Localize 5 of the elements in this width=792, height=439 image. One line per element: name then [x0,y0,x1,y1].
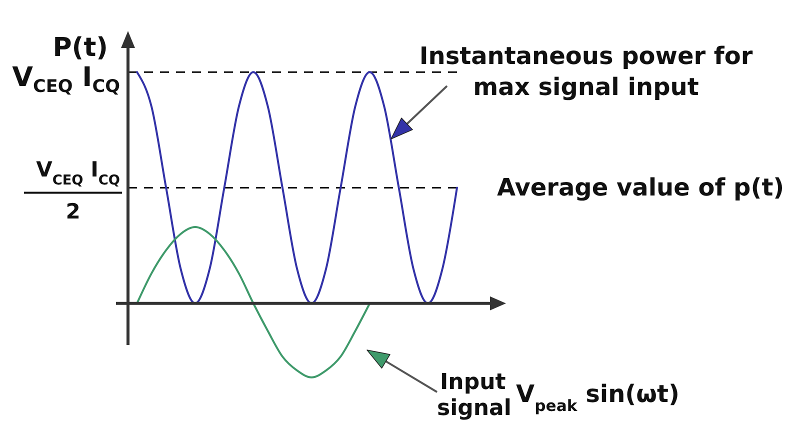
ref-line-label: Average value of p(t) [497,174,784,202]
text: V$_{CEQ}$ I$_{CQ}$ [12,62,120,98]
y-axis-title: P(t) [52,33,108,63]
text: V$_{CEQ}$ I$_{CQ}$ 2 [36,158,120,224]
annotation: Instantaneous power for max signal input [419,42,753,101]
